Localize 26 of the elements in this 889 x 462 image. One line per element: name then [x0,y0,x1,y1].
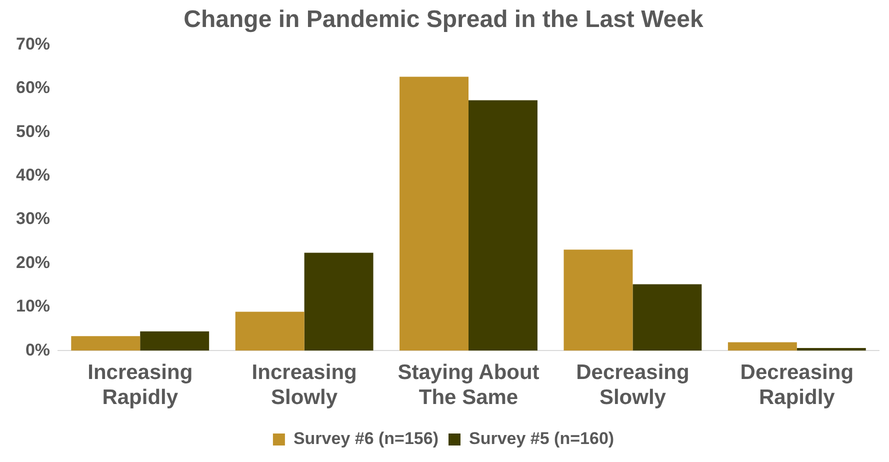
legend-label: Survey #6 (n=156) [293,429,439,448]
bar [564,250,633,351]
bar [400,76,469,351]
bar [632,284,702,351]
x-tick-label: Staying About The Same [398,360,540,410]
bar [728,342,797,351]
y-tick-label: 70% [16,34,50,54]
y-tick-label: 20% [16,252,50,272]
bar [71,336,140,351]
y-tick-label: 50% [16,122,50,141]
bar [140,331,210,351]
legend-label: Survey #5 (n=160) [469,429,614,448]
bar [796,348,866,351]
y-tick-label: 0% [25,340,50,360]
y-tick-label: 60% [16,78,50,98]
bar [235,312,304,351]
y-tick-label: 40% [16,166,50,185]
x-tick-label: Increasing Rapidly [88,360,193,410]
y-tick-label: 30% [16,209,50,228]
chart-title: Change in Pandemic Spread in the Last Week [184,6,704,34]
bar [468,100,538,351]
x-tick-label: Decreasing Slowly [576,360,690,410]
bar [304,252,374,351]
y-tick-label: 10% [16,296,50,316]
x-tick-label: Increasing Slowly [252,360,357,410]
x-tick-label: Decreasing Rapidly [740,360,854,410]
